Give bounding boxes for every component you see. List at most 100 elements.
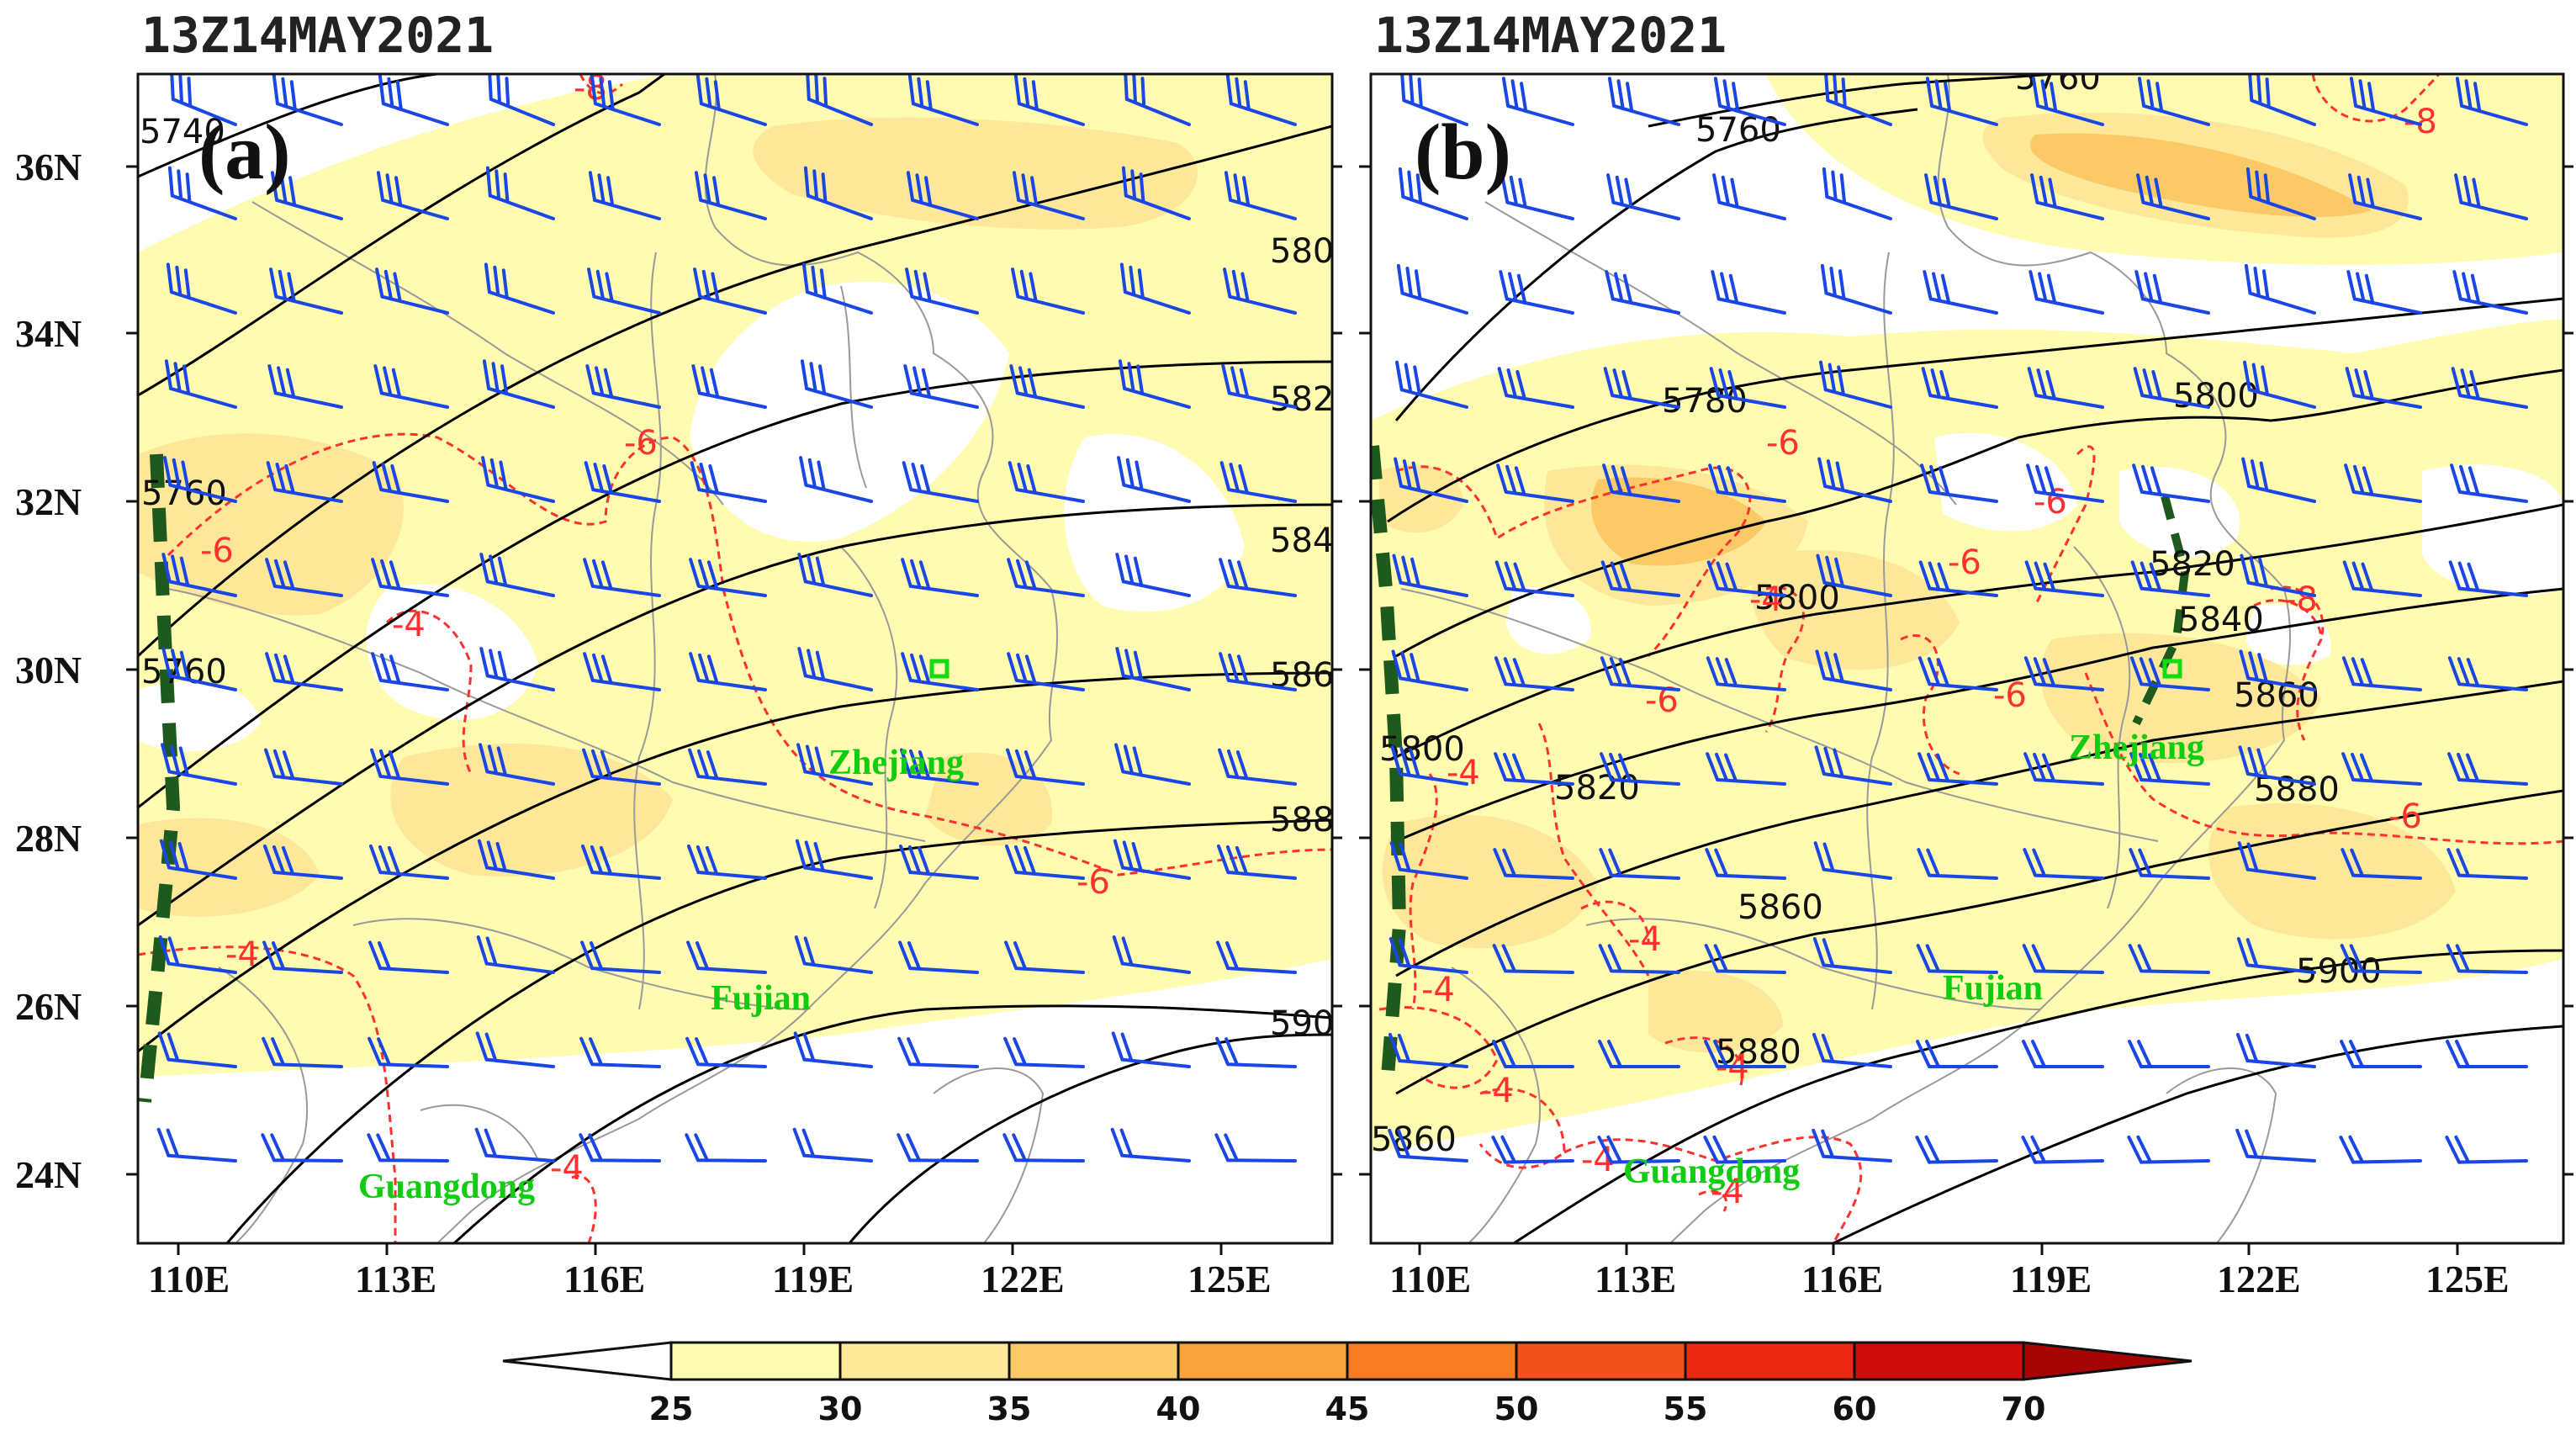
panel-a-label: (a) bbox=[198, 109, 291, 196]
wind-barb bbox=[1603, 367, 1680, 409]
wind-barb bbox=[1121, 166, 1191, 220]
wind-barb bbox=[2023, 848, 2104, 880]
wind-barb bbox=[269, 267, 343, 315]
wind-barb bbox=[1709, 367, 1786, 409]
wind-barb bbox=[901, 558, 979, 597]
wind-barb bbox=[159, 839, 237, 880]
colorbar-swatch bbox=[1346, 1341, 1518, 1381]
wind-barb bbox=[2027, 367, 2104, 409]
lon-tick-label: 113E bbox=[1595, 1258, 1676, 1300]
wind-barb bbox=[378, 74, 449, 126]
temp-label: -6 bbox=[200, 532, 234, 570]
wind-barb bbox=[897, 1036, 979, 1068]
colorbar-tick-label: 30 bbox=[818, 1390, 863, 1427]
wind-barb bbox=[1918, 560, 1998, 597]
wind-barb bbox=[1399, 74, 1468, 126]
wind-barb bbox=[1600, 752, 1680, 786]
wind-barb bbox=[2031, 77, 2104, 126]
wind-barb bbox=[803, 166, 873, 220]
wind-barb bbox=[2127, 1135, 2210, 1164]
wind-barb bbox=[371, 652, 449, 691]
wind-barb bbox=[2238, 745, 2316, 786]
wind-barb bbox=[1216, 844, 1297, 880]
wind-barb bbox=[796, 743, 873, 786]
lon-tick-label: 119E bbox=[2010, 1258, 2092, 1300]
province-label-zhejiang: Zhejiang bbox=[2069, 728, 2204, 767]
panel-a-axis-ticks bbox=[126, 165, 1342, 1255]
wind-barb bbox=[1924, 173, 1998, 220]
wind-barb bbox=[1389, 841, 1468, 880]
wind-barb bbox=[1817, 457, 1892, 503]
wind-barb bbox=[270, 171, 343, 220]
wind-barb bbox=[902, 461, 979, 503]
wind-barb bbox=[1501, 77, 1574, 126]
panel-b-map: 5760 5760 5780 5800 5800 5820 5840 5860 … bbox=[1371, 74, 2563, 1243]
wind-barb bbox=[1500, 173, 1574, 220]
wind-barb bbox=[1605, 270, 1680, 315]
wind-barb bbox=[1815, 649, 1892, 691]
wind-barb bbox=[583, 652, 661, 691]
wind-barb bbox=[1706, 560, 1786, 597]
lon-tick-label: 110E bbox=[1389, 1258, 1471, 1300]
wind-barb bbox=[1499, 270, 1574, 315]
wind-barb bbox=[370, 748, 449, 786]
wind-barb bbox=[375, 267, 449, 315]
wind-barb bbox=[1219, 652, 1297, 691]
wind-barb bbox=[2130, 560, 2210, 597]
wind-barb bbox=[587, 267, 661, 315]
wind-barb bbox=[161, 553, 237, 597]
wind-barb bbox=[2455, 77, 2528, 126]
wind-barb bbox=[2452, 270, 2528, 315]
temp-label: -6 bbox=[624, 424, 658, 463]
temp-label: -4 bbox=[1711, 1173, 1744, 1211]
wind-barb bbox=[2245, 167, 2316, 220]
province-label-guangdong: Guangdong bbox=[1623, 1152, 1800, 1191]
temp-label: -4 bbox=[1628, 920, 1662, 959]
wind-barb bbox=[793, 1031, 873, 1068]
wind-barb bbox=[1706, 752, 1786, 786]
panel-a-title: 13Z14MAY2021 bbox=[141, 7, 494, 64]
wind-barb bbox=[906, 171, 979, 220]
panel-a-lon-labels: 110E 113E 116E 119E 122E 125E bbox=[148, 1258, 1272, 1300]
wind-barb bbox=[1493, 848, 1574, 880]
panel-b-shading bbox=[1371, 74, 2563, 1152]
wind-barb bbox=[898, 940, 979, 974]
colorbar-swatch bbox=[669, 1341, 842, 1381]
wind-barb bbox=[2341, 752, 2422, 786]
wind-barb bbox=[1706, 656, 1786, 691]
wind-barb bbox=[2239, 649, 2316, 691]
province-label-fujian: Fujian bbox=[1943, 969, 2043, 1008]
temp-label: -6 bbox=[1076, 863, 1110, 902]
wind-barb bbox=[1816, 553, 1892, 597]
wind-barb bbox=[2447, 656, 2528, 691]
lon-tick-label: 113E bbox=[355, 1258, 436, 1300]
wind-barb bbox=[2349, 77, 2422, 126]
height-label: 5840 bbox=[2178, 601, 2264, 639]
wind-barb bbox=[1703, 1135, 1786, 1164]
height-label: 5820 bbox=[2150, 545, 2235, 584]
wind-barb bbox=[685, 1133, 767, 1163]
wind-barb bbox=[1013, 74, 1085, 126]
lat-tick-label: 30N bbox=[15, 649, 82, 691]
wind-barb bbox=[2129, 752, 2210, 786]
panel-a-map: 5740 5760 5760 5800 5820 5840 5860 5880 … bbox=[138, 74, 1332, 1243]
wind-barb bbox=[2345, 367, 2422, 409]
wind-barb bbox=[1389, 937, 1468, 974]
wind-barb bbox=[2451, 367, 2528, 409]
wind-barb bbox=[2023, 656, 2104, 691]
panel-a-lat-labels: 36N 34N 32N 30N 28N 26N 24N bbox=[15, 146, 82, 1196]
wind-barb bbox=[368, 1036, 449, 1068]
wind-barb bbox=[161, 743, 237, 786]
wind-barb bbox=[1007, 558, 1085, 597]
wind-barb bbox=[2348, 173, 2422, 220]
province-label-zhejiang: Zhejiang bbox=[828, 744, 964, 782]
wind-barb bbox=[1812, 1128, 1892, 1163]
panel-b-label: (b) bbox=[1415, 109, 1511, 196]
wind-barb bbox=[166, 262, 237, 315]
wind-barb bbox=[167, 166, 237, 220]
wind-barb bbox=[1219, 558, 1297, 597]
wind-barb bbox=[696, 74, 767, 126]
wind-barb bbox=[1007, 652, 1085, 691]
wind-barb bbox=[1711, 270, 1786, 315]
panel-a-height-contours bbox=[138, 74, 1332, 1243]
